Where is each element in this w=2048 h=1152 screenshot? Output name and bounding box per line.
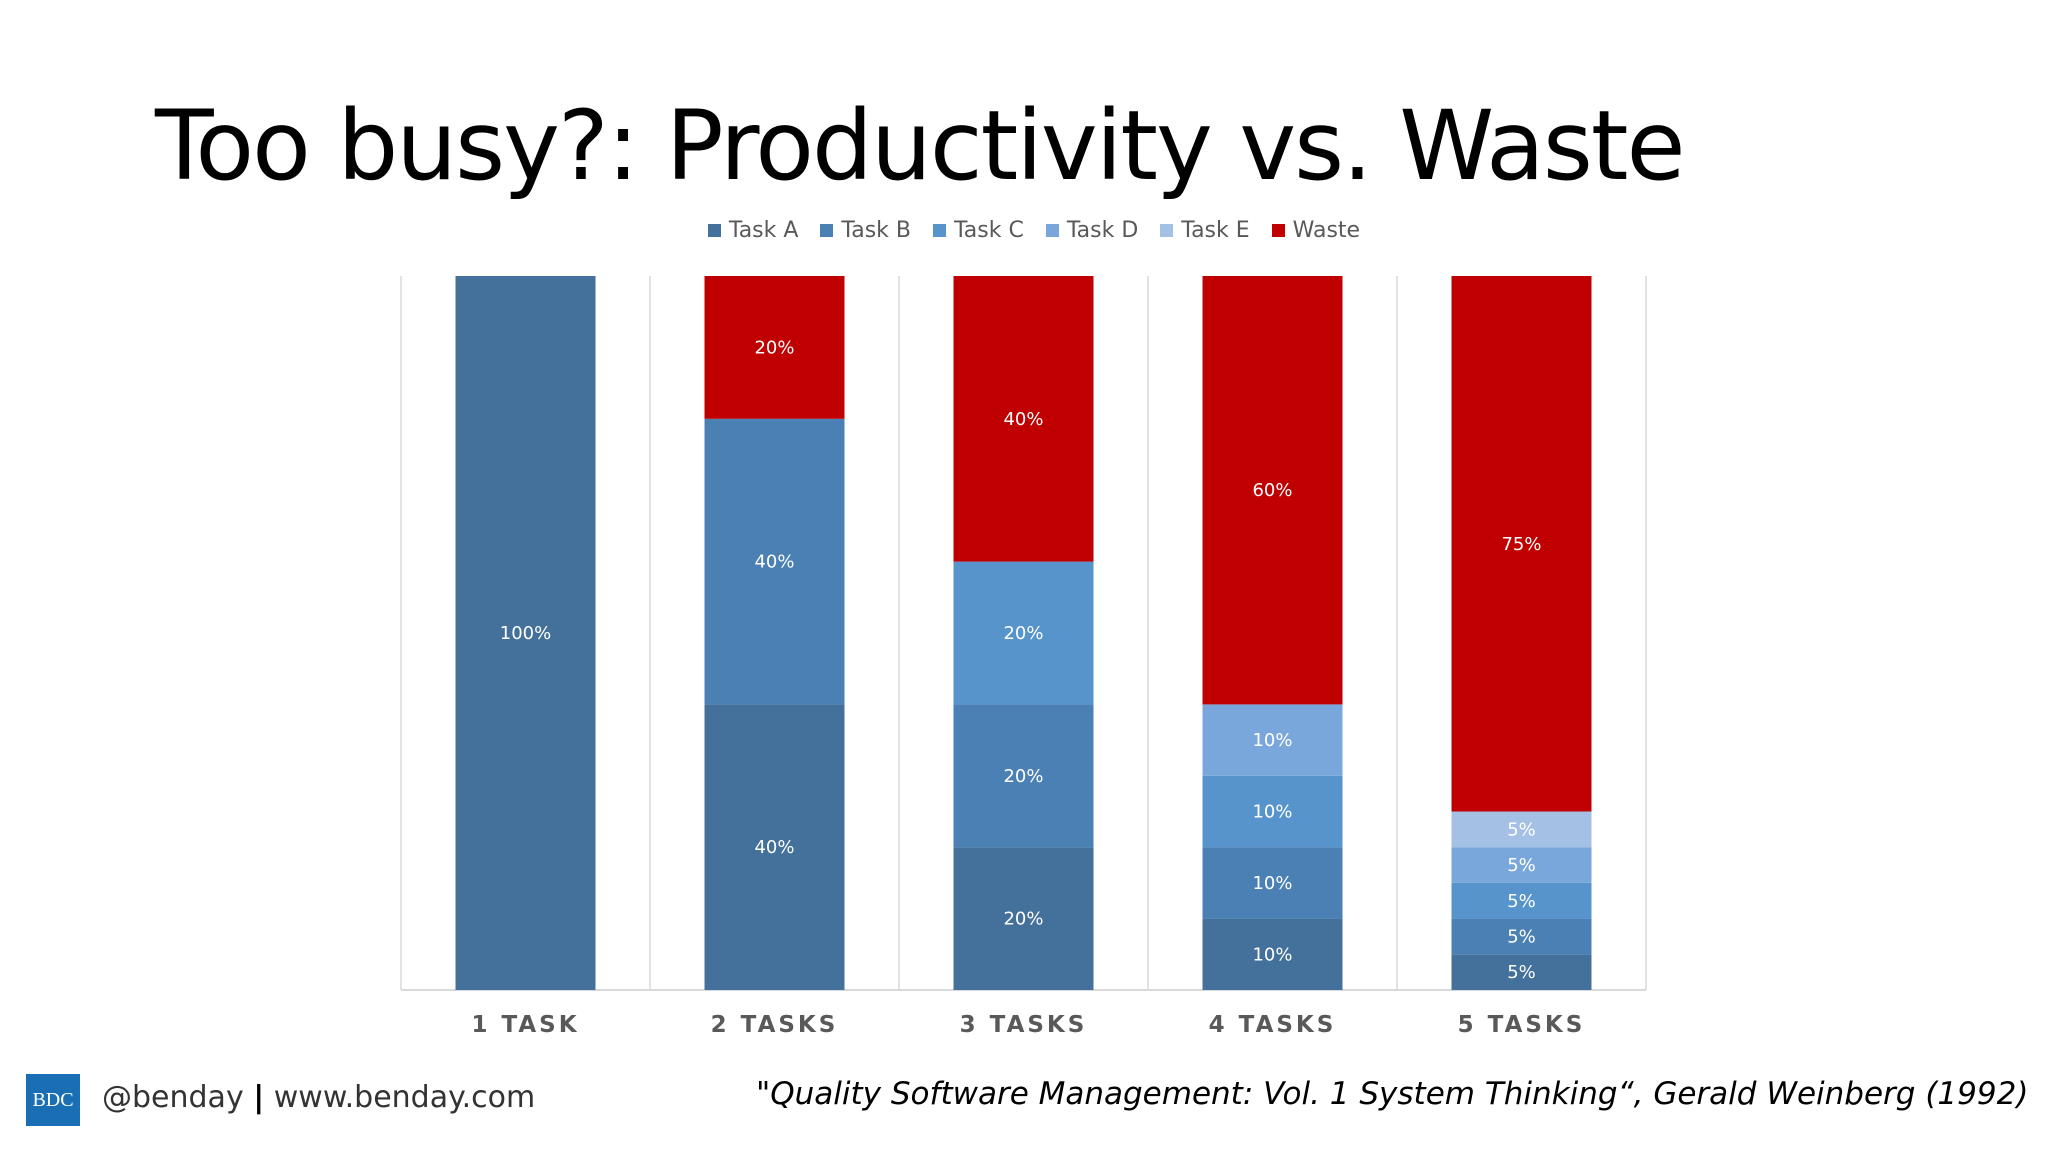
data-label: 40% bbox=[754, 837, 794, 858]
footer-website[interactable]: www.benday.com bbox=[273, 1080, 536, 1115]
data-label: 40% bbox=[754, 552, 794, 573]
legend-item-task-e: Task E bbox=[1160, 218, 1250, 243]
data-label: 20% bbox=[1003, 766, 1043, 787]
legend-swatch bbox=[1045, 224, 1059, 237]
footer-handle: @benday bbox=[102, 1080, 244, 1115]
bar-segment-task-c bbox=[1451, 882, 1592, 919]
bar-segment-task-b bbox=[1202, 847, 1343, 919]
data-label: 10% bbox=[1252, 944, 1292, 965]
data-label: 20% bbox=[1003, 623, 1043, 644]
bar-segment-waste bbox=[1202, 276, 1343, 705]
data-label: 20% bbox=[754, 337, 794, 358]
footer-separator: | bbox=[253, 1080, 265, 1115]
footer-contact: @benday | www.benday.com bbox=[102, 1080, 535, 1115]
bar-segment-task-a bbox=[704, 704, 845, 990]
legend-swatch bbox=[1160, 224, 1174, 237]
bar-segment-waste bbox=[704, 276, 845, 419]
bar-segment-waste bbox=[1451, 276, 1592, 812]
legend-item-task-c: Task C bbox=[933, 218, 1024, 243]
legend-label: Task C bbox=[954, 218, 1024, 243]
legend-label: Task E bbox=[1181, 218, 1250, 243]
data-label: 20% bbox=[1003, 909, 1043, 930]
data-label: 75% bbox=[1501, 534, 1541, 555]
x-tick-label: 2 TASKS bbox=[711, 1012, 839, 1038]
bar-segment-task-c bbox=[953, 561, 1094, 705]
data-label: 40% bbox=[1003, 409, 1043, 430]
legend-swatch bbox=[820, 224, 834, 237]
data-label: 5% bbox=[1507, 926, 1536, 947]
legend-label: Task B bbox=[841, 218, 911, 243]
x-tick-label: 5 TASKS bbox=[1458, 1012, 1586, 1038]
legend-item-task-b: Task B bbox=[820, 218, 911, 243]
bar-segment-task-d bbox=[1451, 847, 1592, 883]
bar-segment-task-b bbox=[953, 704, 1094, 848]
data-label: 5% bbox=[1507, 962, 1536, 983]
data-label: 5% bbox=[1507, 891, 1536, 912]
legend-label: Task D bbox=[1066, 218, 1139, 243]
bar-segment-task-b bbox=[704, 418, 845, 705]
citation: "Quality Software Management: Vol. 1 Sys… bbox=[756, 1076, 2029, 1112]
bar-segment-task-a bbox=[455, 276, 596, 990]
data-label: 60% bbox=[1252, 480, 1292, 501]
legend-label: Task A bbox=[728, 218, 799, 243]
legend-swatch bbox=[933, 224, 946, 237]
data-label: 5% bbox=[1507, 819, 1536, 840]
legend-swatch bbox=[707, 224, 721, 237]
legend-swatch bbox=[1271, 224, 1285, 237]
slide-title: Too busy?: Productivity vs. Waste bbox=[155, 90, 1686, 202]
legend-label: Waste bbox=[1292, 218, 1361, 243]
legend-item-task-d: Task D bbox=[1045, 218, 1139, 243]
data-label: 100% bbox=[500, 623, 551, 644]
data-label: 10% bbox=[1252, 873, 1292, 894]
legend-item-task-a: Task A bbox=[707, 218, 799, 243]
bar-segment-task-a bbox=[1451, 954, 1592, 990]
bar-segment-task-c bbox=[1202, 775, 1343, 848]
data-label: 10% bbox=[1252, 730, 1292, 751]
legend-item-waste: Waste bbox=[1271, 218, 1361, 243]
chart-legend: Task A Task B Task C Task D Task E Waste bbox=[0, 218, 2048, 243]
bar-segment-task-e bbox=[1451, 811, 1592, 848]
bdc-logo: BDC bbox=[26, 1074, 80, 1126]
bar-segment-task-d bbox=[1202, 704, 1343, 776]
bar-segment-waste bbox=[953, 276, 1094, 562]
x-tick-label: 4 TASKS bbox=[1209, 1012, 1337, 1038]
x-tick-label: 3 TASKS bbox=[960, 1012, 1088, 1038]
data-label: 5% bbox=[1507, 855, 1536, 876]
x-tick-label: 1 TASK bbox=[471, 1012, 579, 1038]
bar-segment-task-a bbox=[953, 847, 1094, 990]
bar-segment-task-a bbox=[1202, 918, 1343, 990]
bar-segment-task-b bbox=[1451, 918, 1592, 955]
data-label: 10% bbox=[1252, 802, 1292, 823]
